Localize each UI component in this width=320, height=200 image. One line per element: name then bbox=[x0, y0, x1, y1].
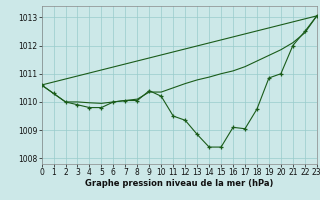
X-axis label: Graphe pression niveau de la mer (hPa): Graphe pression niveau de la mer (hPa) bbox=[85, 179, 273, 188]
